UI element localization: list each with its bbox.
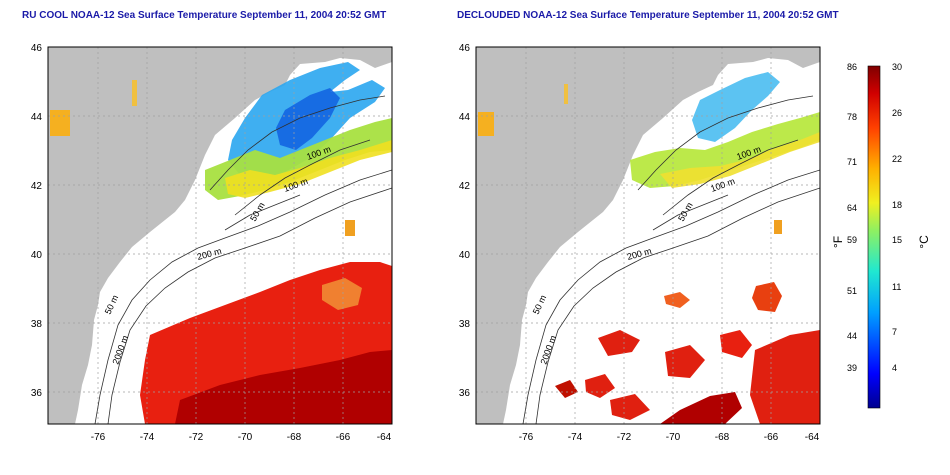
lat-tick: 36 — [31, 388, 43, 399]
graticule — [476, 47, 820, 424]
lon-tick: -72 — [189, 432, 204, 443]
lat-tick: 40 — [31, 250, 43, 261]
lon-tick: -72 — [617, 432, 632, 443]
lon-tick: -76 — [91, 432, 106, 443]
plot-frame — [47, 46, 393, 425]
warm-shelf-patch — [225, 140, 392, 198]
f-tick: 59 — [847, 235, 857, 245]
f-tick: 78 — [847, 112, 857, 122]
lon-tick: -74 — [140, 432, 155, 443]
lat-tick: 42 — [31, 181, 43, 192]
sst-patch — [132, 80, 137, 106]
lat-tick-labels: 46 44 42 40 38 36 — [459, 43, 471, 399]
sst-patch — [564, 84, 568, 104]
c-tick: 18 — [892, 200, 902, 210]
left-panel-title: RU COOL NOAA-12 Sea Surface Temperature … — [22, 10, 387, 21]
lon-tick: -74 — [568, 432, 583, 443]
bathymetry-contours — [94, 95, 392, 424]
graticule — [48, 47, 392, 424]
lat-tick: 44 — [459, 112, 471, 123]
gulf-stream-core — [175, 350, 392, 424]
colorbar-scale — [867, 65, 881, 409]
land-mass — [48, 47, 392, 424]
lon-tick-labels: -76 -74 -72 -70 -68 -66 -64 — [91, 432, 392, 443]
sst-patch — [774, 220, 782, 234]
sst-patch — [478, 112, 494, 136]
sst-patch — [50, 110, 70, 136]
f-tick: 71 — [847, 157, 857, 167]
lon-tick: -64 — [805, 432, 820, 443]
plot-frame — [475, 46, 821, 425]
c-tick: 4 — [892, 363, 897, 373]
lat-tick: 40 — [459, 250, 471, 261]
lon-tick: -68 — [715, 432, 730, 443]
celsius-ticks: 30 26 22 18 15 11 7 4 — [892, 62, 902, 373]
colorbar: 86 78 71 64 59 51 44 39 30 26 22 18 15 1… — [831, 62, 931, 409]
lat-tick: 36 — [459, 388, 471, 399]
warm-eddy — [322, 278, 362, 310]
sst-patch — [345, 220, 355, 236]
lon-tick-labels: -76 -74 -72 -70 -68 -66 -64 — [519, 432, 820, 443]
lat-tick: 42 — [459, 181, 471, 192]
left-map-panel: 100 m 100 m 50 m 200 m 50 m 2000 m 46 44… — [31, 43, 393, 443]
lat-tick: 46 — [31, 43, 43, 54]
warm-water-patches — [555, 282, 820, 424]
f-tick: 64 — [847, 203, 857, 213]
f-tick: 86 — [847, 62, 857, 72]
fahrenheit-label: °F — [831, 236, 845, 248]
c-tick: 15 — [892, 235, 902, 245]
bathymetry-contours — [522, 95, 820, 424]
c-tick: 22 — [892, 154, 902, 164]
lat-tick: 38 — [459, 319, 471, 330]
lon-tick: -66 — [336, 432, 351, 443]
lon-tick: -64 — [377, 432, 392, 443]
c-tick: 11 — [892, 282, 901, 292]
lon-tick: -70 — [238, 432, 253, 443]
right-panel-title: DECLOUDED NOAA-12 Sea Surface Temperatur… — [457, 10, 839, 21]
shelf-water-patch — [630, 112, 820, 188]
f-tick: 51 — [847, 286, 857, 296]
lat-tick: 46 — [459, 43, 471, 54]
lat-tick-labels: 46 44 42 40 38 36 — [31, 43, 43, 399]
warm-shelf-patch — [660, 132, 820, 188]
cold-water-patch — [692, 72, 780, 142]
c-tick: 30 — [892, 62, 902, 72]
lon-tick: -68 — [287, 432, 302, 443]
right-map-panel: 100 m 100 m 50 m 200 m 50 m 2000 m 46 44… — [459, 43, 821, 443]
land-mass — [476, 47, 820, 424]
fahrenheit-ticks: 86 78 71 64 59 51 44 39 — [847, 62, 857, 373]
celsius-label: °C — [917, 235, 931, 249]
cold-core-patch — [276, 88, 340, 150]
lat-tick: 38 — [31, 319, 43, 330]
c-tick: 26 — [892, 108, 902, 118]
f-tick: 39 — [847, 363, 857, 373]
lon-tick: -66 — [764, 432, 779, 443]
lon-tick: -70 — [666, 432, 681, 443]
lon-tick: -76 — [519, 432, 534, 443]
f-tick: 44 — [847, 331, 857, 341]
c-tick: 7 — [892, 327, 897, 337]
lat-tick: 44 — [31, 112, 43, 123]
